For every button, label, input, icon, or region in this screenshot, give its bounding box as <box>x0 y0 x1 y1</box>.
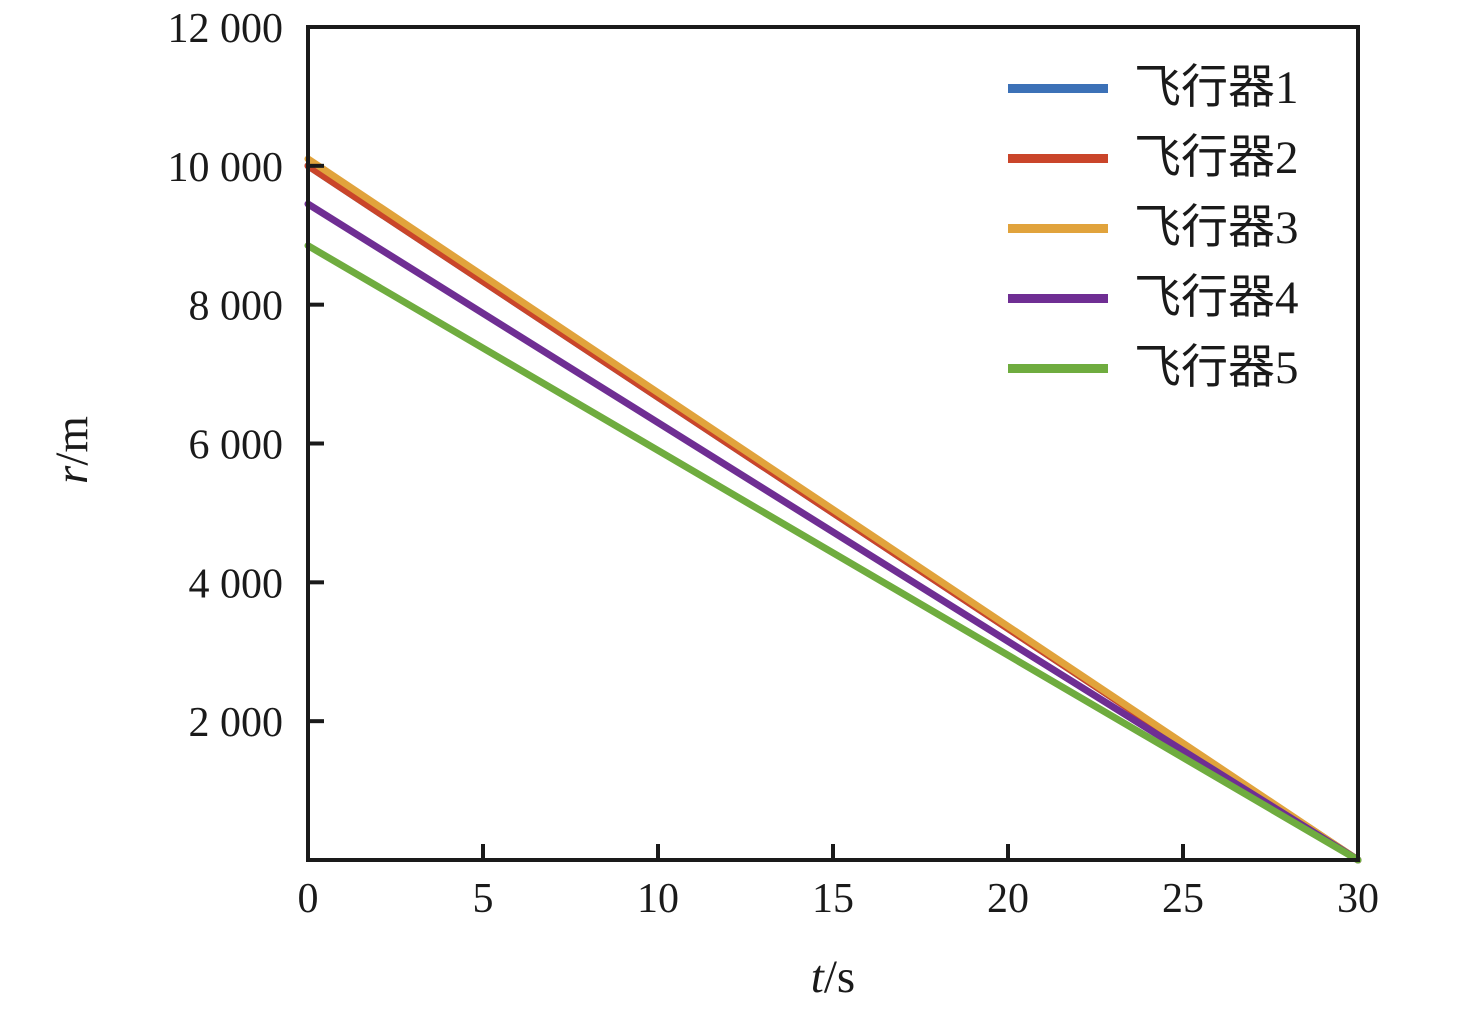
x-axis-title: t/s <box>811 950 855 1004</box>
y-tick-label: 10 000 <box>168 145 284 191</box>
legend-swatch-5 <box>1008 363 1108 373</box>
legend-swatch-3 <box>1008 223 1108 233</box>
x-tick-label: 20 <box>987 876 1029 922</box>
x-tick-label: 5 <box>473 876 494 922</box>
x-tick-label: 25 <box>1162 876 1204 922</box>
series-line-3 <box>304 155 1362 864</box>
legend-item-5: 飞行器5 <box>1008 333 1299 403</box>
x-axis-unit: /s <box>823 951 856 1003</box>
y-tick-label: 8 000 <box>189 284 284 330</box>
x-axis-variable: t <box>810 951 824 1003</box>
y-tick-label: 6 000 <box>189 423 284 469</box>
x-tick-label: 0 <box>298 876 319 922</box>
y-tick-label: 2 000 <box>189 700 284 746</box>
legend-item-1: 飞行器1 <box>1008 53 1299 123</box>
legend-item-3: 飞行器3 <box>1008 193 1299 263</box>
y-axis-title: r/m <box>45 416 99 484</box>
y-axis-unit: /m <box>46 416 98 466</box>
x-tick-label: 10 <box>637 876 679 922</box>
legend-item-2: 飞行器2 <box>1008 123 1299 193</box>
legend-swatch-2 <box>1008 153 1108 163</box>
legend-label-4: 飞行器4 <box>1134 271 1299 324</box>
x-tick-label: 15 <box>812 876 854 922</box>
y-tick-label: 12 000 <box>168 6 284 52</box>
legend-swatch-1 <box>1008 83 1108 93</box>
legend-label-5: 飞行器5 <box>1134 341 1299 394</box>
legend-label-1: 飞行器1 <box>1134 61 1299 114</box>
legend-item-4: 飞行器4 <box>1008 263 1299 333</box>
y-axis-variable: r <box>46 465 98 484</box>
legend-label-2: 飞行器2 <box>1134 131 1299 184</box>
legend-swatch-4 <box>1008 293 1108 303</box>
y-tick-label: 4 000 <box>189 561 284 607</box>
series-line-5 <box>304 242 1362 864</box>
legend: 飞行器1 飞行器2 飞行器3 飞行器4 飞行器5 <box>1008 53 1299 403</box>
x-tick-label: 30 <box>1337 876 1379 922</box>
legend-label-3: 飞行器3 <box>1134 201 1299 254</box>
series-line-4 <box>304 200 1362 864</box>
